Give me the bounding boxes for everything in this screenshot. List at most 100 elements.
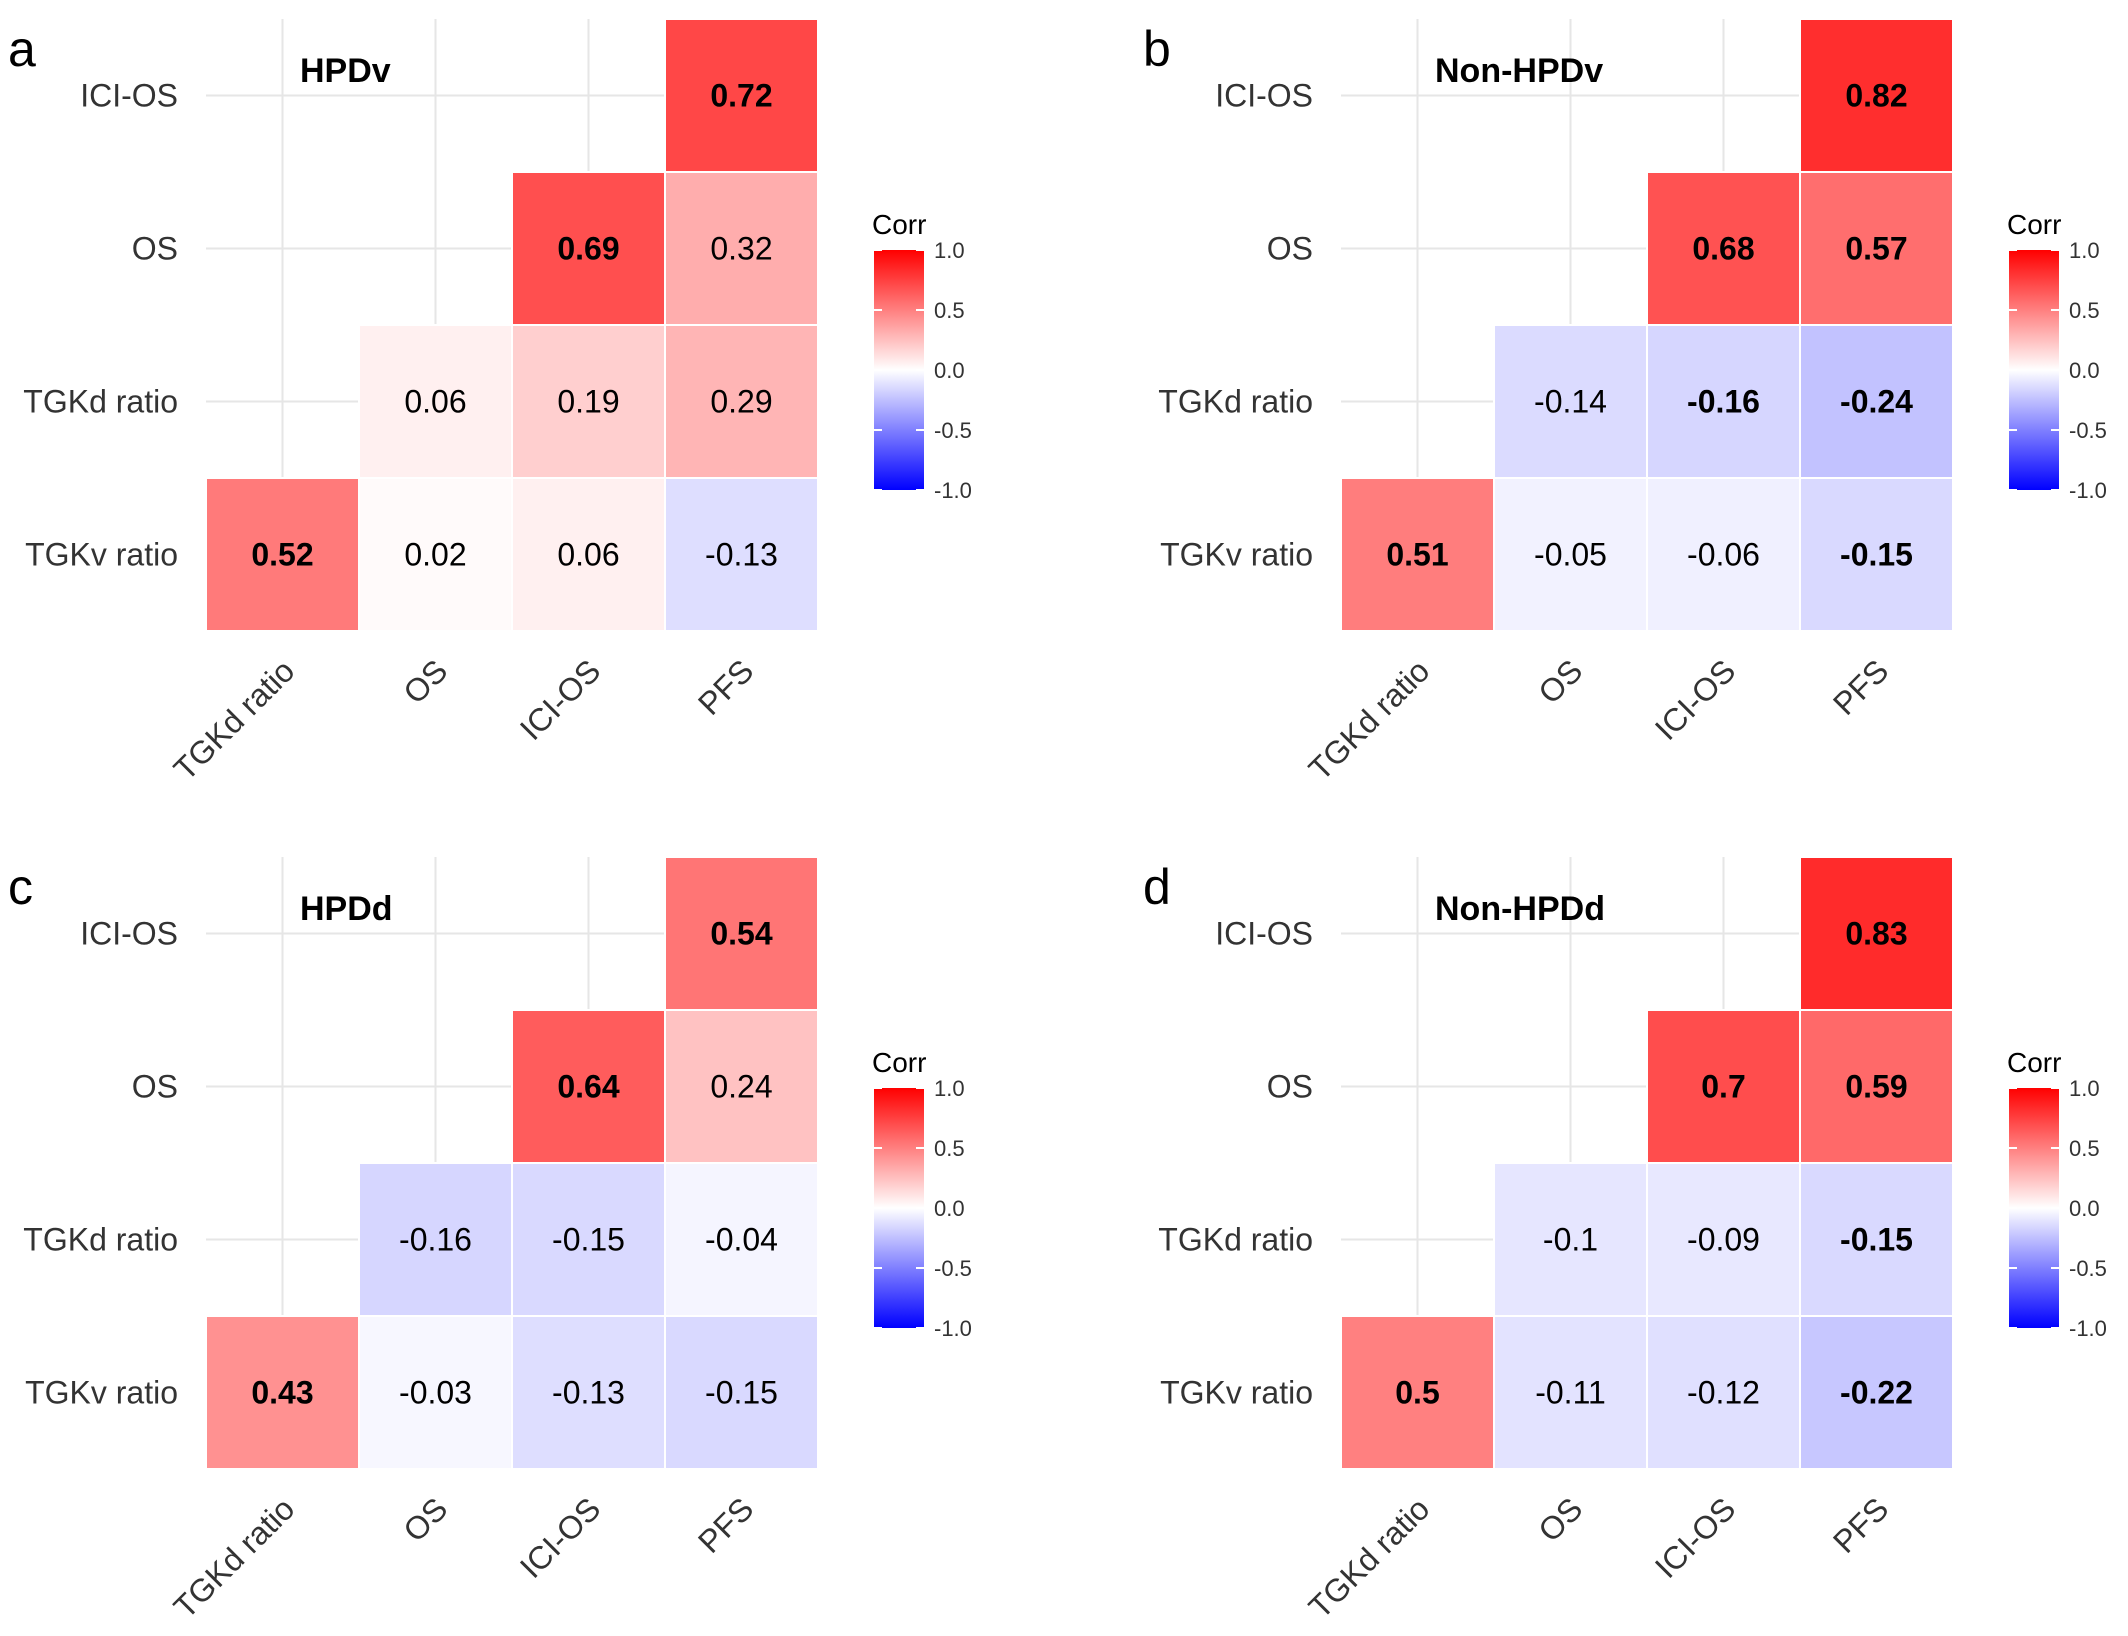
cell-value-label: 0.06 xyxy=(404,384,466,420)
panel-title: HPDd xyxy=(300,890,393,928)
heatmap-cell xyxy=(664,1162,819,1317)
cell-value-label: -0.15 xyxy=(1840,1222,1913,1258)
legend-tick-label: -1.0 xyxy=(2069,478,2107,503)
cell-value-label: -0.09 xyxy=(1687,1222,1760,1258)
y-tick-label: TGKd ratio xyxy=(1158,384,1313,420)
y-tick-label: ICI-OS xyxy=(1215,916,1313,952)
x-tick-label: TGKd ratio xyxy=(1302,1490,1437,1625)
y-tick-label: OS xyxy=(132,231,178,267)
y-tick-label: TGKd ratio xyxy=(23,1222,178,1258)
panel-letter: b xyxy=(1143,21,1171,77)
panel-a: 0.72 0.69 0.32 0.06 0.19 0.29 0.52 0.02 0.06 -0.1… xyxy=(8,18,972,787)
x-tick-label: ICI-OS xyxy=(1648,652,1743,747)
cell-value-label: 0.24 xyxy=(710,1069,772,1105)
y-tick-label: ICI-OS xyxy=(1215,78,1313,114)
cell-value-label: 0.64 xyxy=(557,1069,619,1105)
x-tick-label: OS xyxy=(1531,652,1589,710)
y-tick-label: OS xyxy=(1267,231,1313,267)
cell-value-label: 0.69 xyxy=(557,231,619,267)
cell-value-label: 0.72 xyxy=(710,78,772,114)
panel-c: 0.54 0.64 0.24 -0.16 -0.15 -0.04 0.43 -0.03 -0.1… xyxy=(8,856,972,1625)
cell-value-label: -0.1 xyxy=(1543,1222,1598,1258)
heatmap-cell xyxy=(358,477,513,632)
y-tick-label: OS xyxy=(1267,1069,1313,1105)
heatmap-cell xyxy=(511,171,666,326)
heatmap-cell xyxy=(664,324,819,479)
panel-title: HPDv xyxy=(300,52,391,90)
x-tick-label: TGKd ratio xyxy=(167,652,302,787)
x-tick-label: PFS xyxy=(1826,1490,1895,1559)
heatmap-cell xyxy=(1340,477,1495,632)
heatmap-cell xyxy=(1646,1162,1801,1317)
legend-tick-label: -0.5 xyxy=(2069,418,2107,443)
heatmap-cell xyxy=(1799,171,1954,326)
cell-value-label: 0.82 xyxy=(1845,78,1907,114)
heatmap-cell xyxy=(664,171,819,326)
y-tick-label: OS xyxy=(132,1069,178,1105)
cell-value-label: 0.43 xyxy=(251,1375,313,1411)
cell-value-label: -0.04 xyxy=(705,1222,778,1258)
y-tick-label: ICI-OS xyxy=(80,78,178,114)
heatmap-cell xyxy=(1493,1162,1648,1317)
legend-tick-label: 1.0 xyxy=(2069,238,2100,263)
x-tick-label: ICI-OS xyxy=(513,652,608,747)
cell-value-label: -0.13 xyxy=(705,537,778,573)
cell-value-label: -0.05 xyxy=(1534,537,1607,573)
y-tick-label: TGKv ratio xyxy=(1160,1375,1313,1411)
panel-letter: c xyxy=(8,859,33,915)
legend-tick-label: 0.0 xyxy=(2069,1196,2100,1221)
legend-tick-label: -0.5 xyxy=(2069,1256,2107,1281)
panel-title: Non-HPDv xyxy=(1435,52,1603,90)
heatmap-cell xyxy=(664,1009,819,1164)
cell-value-label: 0.68 xyxy=(1692,231,1754,267)
legend-tick-label: -1.0 xyxy=(934,1316,972,1341)
cell-value-label: -0.12 xyxy=(1687,1375,1760,1411)
cell-value-label: -0.11 xyxy=(1535,1375,1606,1411)
cell-value-label: 0.54 xyxy=(710,916,772,952)
heatmap-cell xyxy=(1799,1009,1954,1164)
y-tick-label: TGKv ratio xyxy=(25,537,178,573)
cell-value-label: -0.14 xyxy=(1534,384,1607,420)
cell-value-label: -0.22 xyxy=(1840,1375,1913,1411)
legend-title: Corr xyxy=(2007,209,2061,240)
heatmap-cell xyxy=(1799,1315,1954,1470)
cell-value-label: 0.32 xyxy=(710,231,772,267)
cell-value-label: 0.7 xyxy=(1701,1069,1745,1105)
y-tick-label: TGKd ratio xyxy=(1158,1222,1313,1258)
cell-value-label: -0.15 xyxy=(552,1222,625,1258)
heatmap-cell xyxy=(1493,477,1648,632)
heatmap-cell xyxy=(358,1315,513,1470)
legend-tick-label: 1.0 xyxy=(934,238,965,263)
heatmap-cell xyxy=(205,1315,360,1470)
cell-value-label: -0.16 xyxy=(1687,384,1760,420)
panel-b: 0.82 0.68 0.57 -0.14 -0.16 -0.24 0.51 -0.05 -0.0… xyxy=(1143,18,2107,787)
y-tick-label: ICI-OS xyxy=(80,916,178,952)
cell-value-label: 0.51 xyxy=(1386,537,1448,573)
heatmap-cell xyxy=(664,1315,819,1470)
heatmap-cell xyxy=(1646,324,1801,479)
legend-tick-label: 0.0 xyxy=(934,1196,965,1221)
legend-tick-label: -0.5 xyxy=(934,1256,972,1281)
x-tick-label: ICI-OS xyxy=(513,1490,608,1585)
heatmap-cell xyxy=(511,477,666,632)
legend-colorbar xyxy=(874,1088,924,1328)
cell-value-label: 0.06 xyxy=(557,537,619,573)
cell-value-label: 0.19 xyxy=(557,384,619,420)
cell-value-label: 0.5 xyxy=(1395,1375,1439,1411)
legend-colorbar xyxy=(2009,250,2059,490)
cell-value-label: -0.16 xyxy=(399,1222,472,1258)
legend-tick-label: -0.5 xyxy=(934,418,972,443)
heatmap-cell xyxy=(1493,324,1648,479)
legend-colorbar xyxy=(874,250,924,490)
heatmap-cell xyxy=(1493,1315,1648,1470)
cell-value-label: -0.06 xyxy=(1687,537,1760,573)
heatmap-cell xyxy=(1799,324,1954,479)
cell-value-label: 0.02 xyxy=(404,537,466,573)
x-tick-label: ICI-OS xyxy=(1648,1490,1743,1585)
x-tick-label: PFS xyxy=(691,1490,760,1559)
legend-title: Corr xyxy=(2007,1047,2061,1078)
y-tick-label: TGKv ratio xyxy=(25,1375,178,1411)
x-tick-label: TGKd ratio xyxy=(1302,652,1437,787)
heatmap-cell xyxy=(1646,1009,1801,1164)
legend-tick-label: 0.5 xyxy=(2069,1136,2100,1161)
